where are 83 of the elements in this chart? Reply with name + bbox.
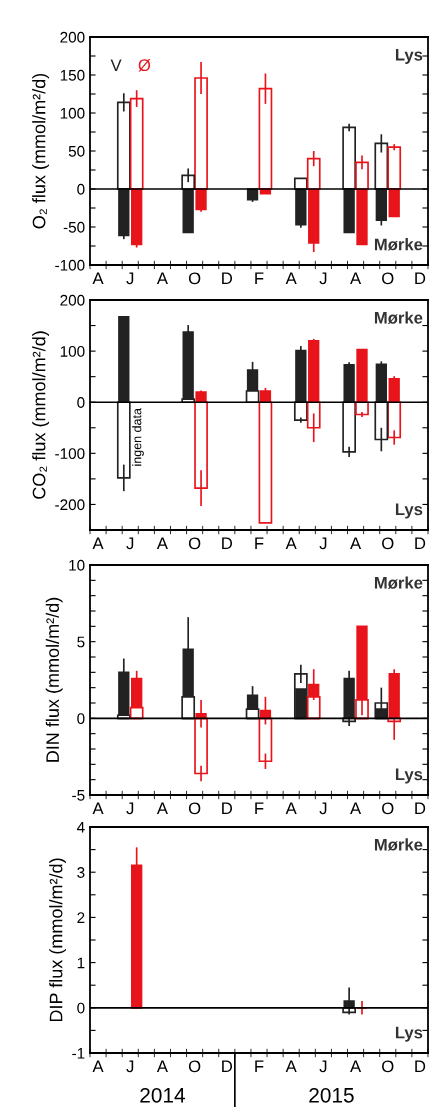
annotation: Lys [395, 768, 423, 784]
x-tick-label: J [126, 802, 134, 815]
x-tick-label: A [156, 537, 168, 550]
x-tick-label: J [126, 272, 134, 285]
y-tick-label: 0 [77, 713, 85, 725]
y-tick-label: -50 [63, 221, 85, 233]
x-tick-label: O [382, 537, 394, 550]
y-tick-label: 0 [77, 1002, 85, 1014]
y-tick-label: 5 [77, 636, 85, 648]
x-tick-label: O [188, 272, 201, 285]
x-tick-label: J [126, 1060, 134, 1073]
x-tick-label: F [255, 1060, 264, 1073]
x-tick-label: J [319, 537, 327, 550]
x-tick-label: J [126, 537, 134, 550]
y-tick-label: -100 [55, 259, 85, 271]
x-tick-label: O [382, 272, 394, 285]
y-tick-label: 150 [60, 69, 85, 81]
x-tick-label: D [222, 802, 233, 815]
y-tick-label: 4 [76, 822, 85, 833]
annotation: Mørke [374, 576, 423, 590]
annotation: Lys [395, 1026, 423, 1042]
y-axis-title: O₂ flux (mmol/m²/d) [32, 73, 49, 229]
x-tick-label: O [188, 537, 201, 550]
y-tick-label: 0 [77, 183, 85, 195]
x-tick-label: F [255, 537, 264, 550]
y-tick-label: -100 [55, 448, 85, 460]
text: Ø [138, 59, 151, 72]
x-tick-label: O [382, 1060, 394, 1073]
y-tick-label: -5 [72, 790, 85, 801]
x-tick-label: D [415, 537, 426, 550]
x-tick-label: O [188, 1060, 201, 1073]
x-tick-label: D [415, 1060, 426, 1073]
x-tick-label: J [319, 272, 327, 285]
x-tick-label: A [350, 802, 362, 815]
x-tick-label: J [319, 802, 327, 815]
x-tick-label: D [222, 537, 233, 550]
y-tick-label: 1 [77, 957, 85, 969]
text: V [110, 59, 122, 71]
x-tick-label: D [222, 272, 233, 285]
x-tick-label: F [255, 802, 264, 815]
y-tick-label: 10 [69, 559, 85, 571]
y-tick-label: 2 [77, 912, 85, 923]
annotation: Mørke [374, 838, 423, 851]
x-tick-label: D [222, 1060, 233, 1073]
x-tick-label: A [156, 1060, 168, 1073]
x-tick-label: A [285, 537, 297, 550]
x-tick-label: A [156, 802, 168, 815]
y-tick-label: 200 [60, 294, 85, 306]
x-tick-label: D [415, 272, 426, 285]
y-axis-title: CO₂ flux (mmol/m²/d) [32, 331, 49, 499]
y-tick-label: 100 [60, 345, 85, 357]
text: 2015 [309, 1087, 354, 1103]
x-tick-label: A [285, 272, 297, 285]
y-axis-title: DIN flux (mmol/m²/d) [45, 597, 63, 762]
y-tick-label: 50 [68, 145, 85, 157]
annotation: ingen data [132, 408, 144, 466]
annotation: Mørke [374, 311, 423, 325]
y-tick-label: 100 [60, 107, 85, 119]
y-tick-label: -200 [55, 499, 85, 511]
annotation: Lys [395, 49, 423, 64]
x-tick-label: A [285, 802, 297, 815]
y-tick-label: 200 [60, 31, 85, 43]
y-tick-label: 0 [77, 397, 85, 408]
x-tick-label: O [188, 802, 201, 815]
x-tick-label: A [285, 1060, 297, 1073]
x-tick-label: A [350, 1060, 362, 1073]
text: 2014 [140, 1087, 185, 1103]
x-tick-label: A [92, 802, 104, 815]
x-tick-label: A [350, 272, 362, 285]
x-tick-label: A [156, 272, 168, 285]
x-tick-label: J [319, 1060, 327, 1073]
y-tick-label: 3 [77, 867, 85, 878]
x-tick-label: F [255, 272, 264, 285]
x-tick-label: D [415, 802, 426, 815]
x-tick-label: A [92, 272, 104, 285]
y-axis-title: DIP flux (mmol/m²/d) [49, 858, 66, 1022]
y-tick-label: -1 [72, 1048, 85, 1059]
x-tick-label: O [382, 802, 394, 815]
x-tick-label: A [92, 537, 104, 550]
annotation: Lys [395, 503, 423, 519]
x-tick-label: A [350, 537, 362, 550]
x-tick-label: A [92, 1060, 104, 1073]
annotation: Mørke [374, 238, 423, 251]
